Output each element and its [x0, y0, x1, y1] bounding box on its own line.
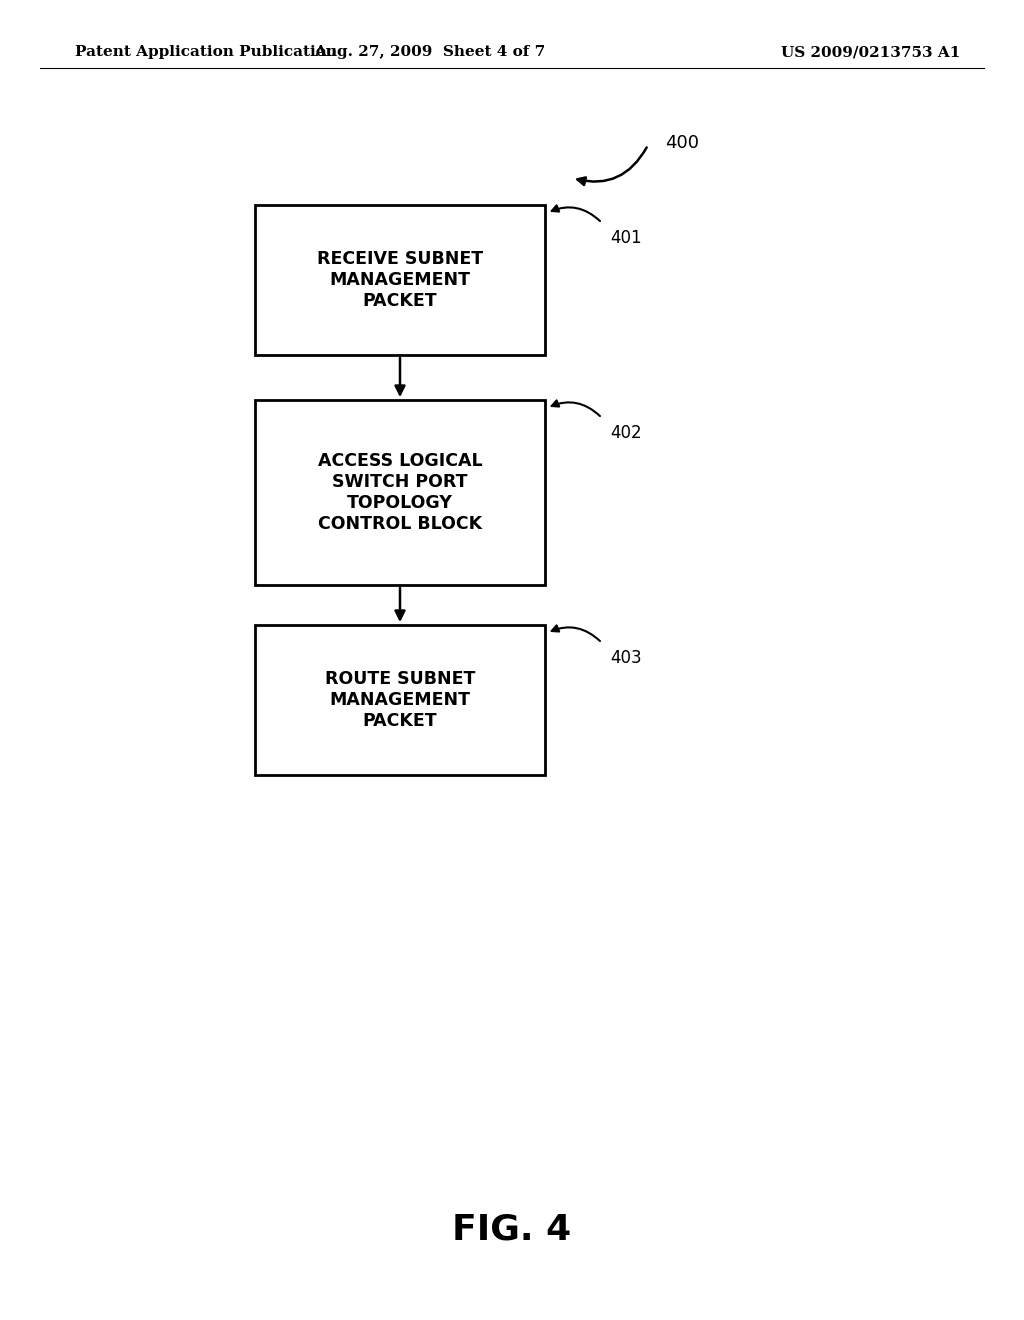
Text: ROUTE SUBNET
MANAGEMENT
PACKET: ROUTE SUBNET MANAGEMENT PACKET: [325, 671, 475, 730]
Text: 401: 401: [610, 228, 642, 247]
Text: RECEIVE SUBNET
MANAGEMENT
PACKET: RECEIVE SUBNET MANAGEMENT PACKET: [317, 251, 483, 310]
Text: US 2009/0213753 A1: US 2009/0213753 A1: [780, 45, 961, 59]
FancyArrowPatch shape: [395, 358, 404, 395]
Bar: [255, 624, 545, 775]
FancyArrowPatch shape: [578, 148, 647, 185]
FancyArrowPatch shape: [552, 626, 600, 642]
Text: ACCESS LOGICAL
SWITCH PORT
TOPOLOGY
CONTROL BLOCK: ACCESS LOGICAL SWITCH PORT TOPOLOGY CONT…: [317, 453, 482, 533]
Text: Patent Application Publication: Patent Application Publication: [75, 45, 337, 59]
FancyArrowPatch shape: [552, 206, 600, 220]
Text: 402: 402: [610, 424, 642, 442]
Bar: [255, 400, 545, 585]
Text: 400: 400: [665, 135, 699, 152]
FancyArrowPatch shape: [552, 400, 600, 416]
Text: Aug. 27, 2009  Sheet 4 of 7: Aug. 27, 2009 Sheet 4 of 7: [314, 45, 546, 59]
Text: 403: 403: [610, 649, 642, 667]
Bar: [255, 205, 545, 355]
FancyArrowPatch shape: [395, 587, 404, 619]
Text: FIG. 4: FIG. 4: [453, 1213, 571, 1247]
